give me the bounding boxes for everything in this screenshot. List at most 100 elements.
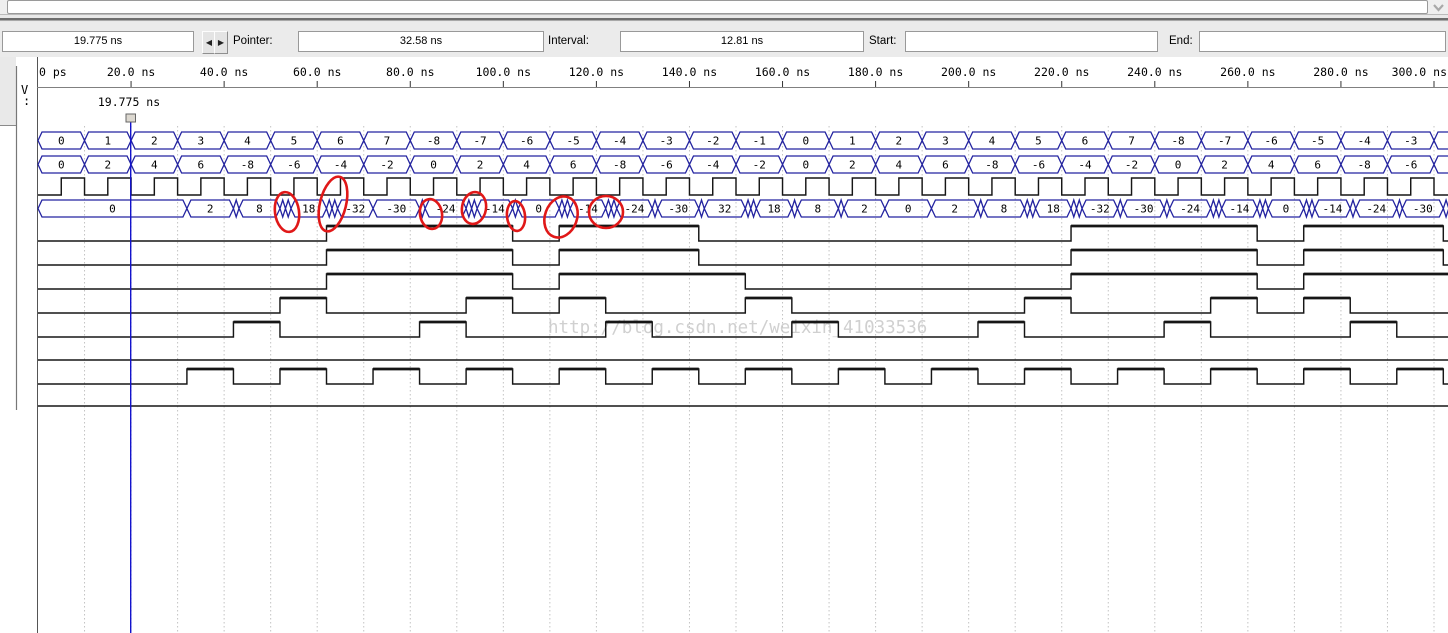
svg-text:180.0 ns: 180.0 ns [848, 65, 903, 79]
svg-text:0: 0 [802, 158, 809, 171]
svg-text:4: 4 [523, 158, 530, 171]
svg-text:6: 6 [1082, 134, 1089, 147]
svg-text:-6: -6 [1404, 158, 1417, 171]
svg-text:260.0 ns: 260.0 ns [1220, 65, 1275, 79]
signal-product-bit5 [38, 272, 1448, 290]
svg-text:0 ps: 0 ps [39, 65, 67, 79]
svg-text:300.0 ns: 300.0 ns [1392, 65, 1447, 79]
svg-text:-5: -5 [567, 134, 580, 147]
svg-text:-7: -7 [1218, 134, 1231, 147]
svg-text:2: 2 [104, 158, 111, 171]
annotation-circles [273, 175, 625, 239]
svg-text:6: 6 [198, 158, 205, 171]
svg-text:-2: -2 [380, 158, 393, 171]
svg-text:2: 2 [477, 158, 484, 171]
time-ruler[interactable]: 0 ps 20.0 ns 40.0 ns 60.0 ns 80.0 ns 100.0 ns… [37, 65, 1448, 88]
svg-text:18: 18 [302, 202, 315, 215]
svg-text:-32: -32 [1090, 202, 1110, 215]
arrow-left-icon: ◀ [205, 37, 213, 47]
toolbar-separator [0, 14, 1448, 23]
master-time-field[interactable]: 19.775 ns [2, 31, 194, 52]
svg-text:2: 2 [151, 134, 158, 147]
svg-text:1: 1 [849, 134, 856, 147]
left-gutter: V: [0, 57, 38, 633]
svg-text:-30: -30 [1134, 202, 1154, 215]
svg-text:2: 2 [896, 134, 903, 147]
pointer-value-field[interactable]: 32.58 ns [298, 31, 544, 52]
svg-text:18: 18 [767, 202, 780, 215]
signal-a: 0 1 2 3 4 5 6 7 -8 -7 -6 -5 -4 -3 -2 -1 0 1 2 3 4 5 6 7 -8 -7 -6 -5… [37, 131, 1448, 150]
svg-text:0: 0 [905, 202, 912, 215]
top-combo-bar [0, 0, 1448, 15]
cursor-handle[interactable] [125, 113, 136, 123]
waveform-canvas[interactable]: V:0 ps 20.0 ns 40.0 ns 60.0 ns 80.0 ns 100.0 … [0, 57, 1448, 633]
svg-text:2: 2 [1221, 158, 1228, 171]
svg-text:0: 0 [430, 158, 437, 171]
svg-text:-4: -4 [613, 134, 627, 147]
svg-text:-30: -30 [386, 202, 406, 215]
svg-text:4: 4 [989, 134, 996, 147]
svg-text:2: 2 [849, 158, 856, 171]
svg-text:280.0 ns: 280.0 ns [1313, 65, 1368, 79]
svg-text:-6: -6 [1032, 158, 1045, 171]
svg-text:-1: -1 [753, 134, 766, 147]
svg-text:200.0 ns: 200.0 ns [941, 65, 996, 79]
chevron-down-icon[interactable] [1429, 0, 1448, 15]
svg-text:-8: -8 [985, 158, 998, 171]
time-toolbar: 19.775 ns ◀ ▶ Pointer: 32.58 ns Interval… [0, 22, 1448, 58]
svg-text:-30: -30 [668, 202, 688, 215]
svg-text:-4: -4 [1358, 134, 1372, 147]
signal-product-bit7 [38, 224, 1448, 242]
watermark-text: http://blog.csdn.net/weixin_41033536 [548, 318, 927, 338]
svg-text:5: 5 [1035, 134, 1042, 147]
interval-label: Interval: [548, 35, 589, 47]
time-step-right-button[interactable]: ▶ [214, 31, 228, 54]
svg-text:-2: -2 [1125, 158, 1138, 171]
svg-text:3: 3 [198, 134, 205, 147]
svg-text:-14: -14 [1229, 202, 1249, 215]
svg-text:80.0 ns: 80.0 ns [386, 65, 434, 79]
svg-text:6: 6 [942, 158, 949, 171]
svg-text:-24: -24 [1180, 202, 1200, 215]
name-combo-input[interactable] [7, 0, 1428, 14]
svg-text:2: 2 [207, 202, 214, 215]
svg-text:-4: -4 [706, 158, 720, 171]
svg-text:6: 6 [337, 134, 344, 147]
svg-text:-4: -4 [334, 158, 348, 171]
interval-value-field[interactable]: 12.81 ns [620, 31, 864, 52]
svg-text:8: 8 [256, 202, 263, 215]
svg-text:120.0 ns: 120.0 ns [569, 65, 624, 79]
svg-text:-2: -2 [706, 134, 719, 147]
signal-product: 0 2 8 18 -32 -30 -24 -14 0 -14 -24 -30 32 18 8 2 0 2 8 18 -3… [37, 197, 1448, 220]
svg-text:7: 7 [1128, 134, 1135, 147]
svg-text:-6: -6 [660, 158, 673, 171]
svg-text:100.0 ns: 100.0 ns [476, 65, 531, 79]
svg-text:2: 2 [951, 202, 958, 215]
svg-text:20.0 ns: 20.0 ns [107, 65, 155, 79]
svg-text:-4: -4 [1078, 158, 1092, 171]
time-cursor[interactable]: 19.775 ns [98, 95, 160, 633]
end-value-field[interactable] [1199, 31, 1446, 52]
svg-text:-3: -3 [660, 134, 673, 147]
svg-text:-8: -8 [427, 134, 440, 147]
svg-text:-24: -24 [1366, 202, 1386, 215]
svg-text::: : [23, 94, 30, 108]
svg-text:4: 4 [244, 134, 251, 147]
pointer-label: Pointer: [233, 35, 273, 47]
svg-text:0: 0 [535, 202, 542, 215]
svg-text:32: 32 [718, 202, 731, 215]
svg-text:0: 0 [58, 134, 65, 147]
svg-text:0: 0 [802, 134, 809, 147]
svg-text:-5: -5 [1311, 134, 1324, 147]
svg-text:4: 4 [1268, 158, 1275, 171]
start-label: Start: [869, 35, 897, 47]
svg-text:60.0 ns: 60.0 ns [293, 65, 341, 79]
svg-text:-6: -6 [520, 134, 533, 147]
svg-text:8: 8 [1001, 202, 1008, 215]
svg-text:4: 4 [151, 158, 158, 171]
svg-text:6: 6 [1314, 158, 1321, 171]
svg-text:240.0 ns: 240.0 ns [1127, 65, 1182, 79]
svg-text:-3: -3 [1404, 134, 1417, 147]
start-value-field[interactable] [905, 31, 1158, 52]
svg-text:-7: -7 [473, 134, 486, 147]
